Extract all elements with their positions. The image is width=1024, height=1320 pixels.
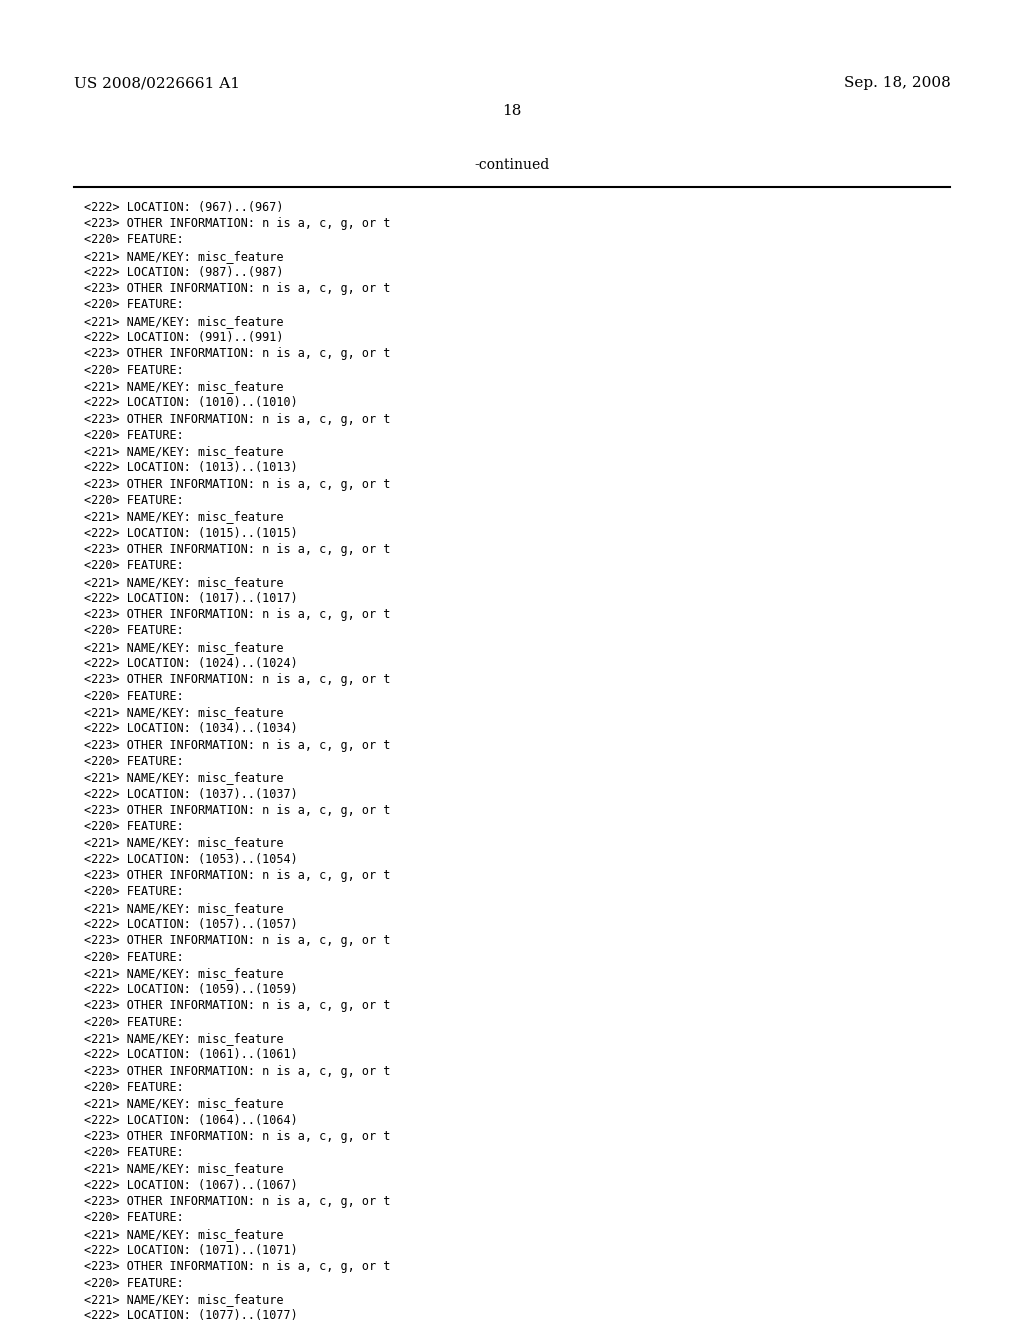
Text: <223> OTHER INFORMATION: n is a, c, g, or t: <223> OTHER INFORMATION: n is a, c, g, o… (84, 1065, 390, 1077)
Text: <223> OTHER INFORMATION: n is a, c, g, or t: <223> OTHER INFORMATION: n is a, c, g, o… (84, 1195, 390, 1208)
Text: <220> FEATURE:: <220> FEATURE: (84, 364, 183, 376)
Text: <222> LOCATION: (1010)..(1010): <222> LOCATION: (1010)..(1010) (84, 396, 298, 409)
Text: <222> LOCATION: (1059)..(1059): <222> LOCATION: (1059)..(1059) (84, 983, 298, 997)
Text: <223> OTHER INFORMATION: n is a, c, g, or t: <223> OTHER INFORMATION: n is a, c, g, o… (84, 739, 390, 751)
Text: <220> FEATURE:: <220> FEATURE: (84, 560, 183, 573)
Text: <223> OTHER INFORMATION: n is a, c, g, or t: <223> OTHER INFORMATION: n is a, c, g, o… (84, 869, 390, 882)
Text: <223> OTHER INFORMATION: n is a, c, g, or t: <223> OTHER INFORMATION: n is a, c, g, o… (84, 999, 390, 1012)
Text: <222> LOCATION: (967)..(967): <222> LOCATION: (967)..(967) (84, 201, 284, 214)
Text: <222> LOCATION: (1053)..(1054): <222> LOCATION: (1053)..(1054) (84, 853, 298, 866)
Text: <223> OTHER INFORMATION: n is a, c, g, or t: <223> OTHER INFORMATION: n is a, c, g, o… (84, 1130, 390, 1143)
Text: <223> OTHER INFORMATION: n is a, c, g, or t: <223> OTHER INFORMATION: n is a, c, g, o… (84, 543, 390, 556)
Text: <221> NAME/KEY: misc_feature: <221> NAME/KEY: misc_feature (84, 445, 284, 458)
Text: <222> LOCATION: (1024)..(1024): <222> LOCATION: (1024)..(1024) (84, 657, 298, 671)
Text: <220> FEATURE:: <220> FEATURE: (84, 1212, 183, 1225)
Text: <221> NAME/KEY: misc_feature: <221> NAME/KEY: misc_feature (84, 640, 284, 653)
Text: <220> FEATURE:: <220> FEATURE: (84, 755, 183, 768)
Text: <220> FEATURE:: <220> FEATURE: (84, 886, 183, 899)
Text: <220> FEATURE:: <220> FEATURE: (84, 689, 183, 702)
Text: <221> NAME/KEY: misc_feature: <221> NAME/KEY: misc_feature (84, 380, 284, 393)
Text: <222> LOCATION: (1071)..(1071): <222> LOCATION: (1071)..(1071) (84, 1243, 298, 1257)
Text: <223> OTHER INFORMATION: n is a, c, g, or t: <223> OTHER INFORMATION: n is a, c, g, o… (84, 673, 390, 686)
Text: <221> NAME/KEY: misc_feature: <221> NAME/KEY: misc_feature (84, 837, 284, 849)
Text: Sep. 18, 2008: Sep. 18, 2008 (844, 77, 950, 90)
Text: <220> FEATURE:: <220> FEATURE: (84, 1081, 183, 1094)
Text: <221> NAME/KEY: misc_feature: <221> NAME/KEY: misc_feature (84, 1032, 284, 1045)
Text: <222> LOCATION: (1061)..(1061): <222> LOCATION: (1061)..(1061) (84, 1048, 298, 1061)
Text: <220> FEATURE:: <220> FEATURE: (84, 1146, 183, 1159)
Text: <222> LOCATION: (1057)..(1057): <222> LOCATION: (1057)..(1057) (84, 917, 298, 931)
Text: <223> OTHER INFORMATION: n is a, c, g, or t: <223> OTHER INFORMATION: n is a, c, g, o… (84, 609, 390, 622)
Text: <221> NAME/KEY: misc_feature: <221> NAME/KEY: misc_feature (84, 966, 284, 979)
Text: <223> OTHER INFORMATION: n is a, c, g, or t: <223> OTHER INFORMATION: n is a, c, g, o… (84, 935, 390, 948)
Text: <221> NAME/KEY: misc_feature: <221> NAME/KEY: misc_feature (84, 576, 284, 589)
Text: <220> FEATURE:: <220> FEATURE: (84, 820, 183, 833)
Text: <220> FEATURE:: <220> FEATURE: (84, 234, 183, 247)
Text: <221> NAME/KEY: misc_feature: <221> NAME/KEY: misc_feature (84, 249, 284, 263)
Text: <221> NAME/KEY: misc_feature: <221> NAME/KEY: misc_feature (84, 706, 284, 719)
Text: <222> LOCATION: (1013)..(1013): <222> LOCATION: (1013)..(1013) (84, 462, 298, 474)
Text: <222> LOCATION: (1067)..(1067): <222> LOCATION: (1067)..(1067) (84, 1179, 298, 1192)
Text: <220> FEATURE:: <220> FEATURE: (84, 429, 183, 442)
Text: <222> LOCATION: (987)..(987): <222> LOCATION: (987)..(987) (84, 265, 284, 279)
Text: <222> LOCATION: (1064)..(1064): <222> LOCATION: (1064)..(1064) (84, 1114, 298, 1126)
Text: <222> LOCATION: (1037)..(1037): <222> LOCATION: (1037)..(1037) (84, 788, 298, 800)
Text: <221> NAME/KEY: misc_feature: <221> NAME/KEY: misc_feature (84, 511, 284, 523)
Text: <222> LOCATION: (1015)..(1015): <222> LOCATION: (1015)..(1015) (84, 527, 298, 540)
Text: <222> LOCATION: (1034)..(1034): <222> LOCATION: (1034)..(1034) (84, 722, 298, 735)
Text: <223> OTHER INFORMATION: n is a, c, g, or t: <223> OTHER INFORMATION: n is a, c, g, o… (84, 804, 390, 817)
Text: <221> NAME/KEY: misc_feature: <221> NAME/KEY: misc_feature (84, 902, 284, 915)
Text: <223> OTHER INFORMATION: n is a, c, g, or t: <223> OTHER INFORMATION: n is a, c, g, o… (84, 1261, 390, 1274)
Text: <220> FEATURE:: <220> FEATURE: (84, 950, 183, 964)
Text: <221> NAME/KEY: misc_feature: <221> NAME/KEY: misc_feature (84, 1292, 284, 1305)
Text: <222> LOCATION: (1017)..(1017): <222> LOCATION: (1017)..(1017) (84, 591, 298, 605)
Text: <220> FEATURE:: <220> FEATURE: (84, 624, 183, 638)
Text: <221> NAME/KEY: misc_feature: <221> NAME/KEY: misc_feature (84, 1228, 284, 1241)
Text: <223> OTHER INFORMATION: n is a, c, g, or t: <223> OTHER INFORMATION: n is a, c, g, o… (84, 347, 390, 360)
Text: <221> NAME/KEY: misc_feature: <221> NAME/KEY: misc_feature (84, 314, 284, 327)
Text: <221> NAME/KEY: misc_feature: <221> NAME/KEY: misc_feature (84, 771, 284, 784)
Text: <223> OTHER INFORMATION: n is a, c, g, or t: <223> OTHER INFORMATION: n is a, c, g, o… (84, 413, 390, 425)
Text: <220> FEATURE:: <220> FEATURE: (84, 1016, 183, 1028)
Text: <223> OTHER INFORMATION: n is a, c, g, or t: <223> OTHER INFORMATION: n is a, c, g, o… (84, 478, 390, 491)
Text: -continued: -continued (474, 158, 550, 172)
Text: 18: 18 (503, 104, 521, 117)
Text: <223> OTHER INFORMATION: n is a, c, g, or t: <223> OTHER INFORMATION: n is a, c, g, o… (84, 282, 390, 296)
Text: <221> NAME/KEY: misc_feature: <221> NAME/KEY: misc_feature (84, 1163, 284, 1175)
Text: <222> LOCATION: (1077)..(1077): <222> LOCATION: (1077)..(1077) (84, 1309, 298, 1320)
Text: <223> OTHER INFORMATION: n is a, c, g, or t: <223> OTHER INFORMATION: n is a, c, g, o… (84, 216, 390, 230)
Text: <220> FEATURE:: <220> FEATURE: (84, 494, 183, 507)
Text: <221> NAME/KEY: misc_feature: <221> NAME/KEY: misc_feature (84, 1097, 284, 1110)
Text: <220> FEATURE:: <220> FEATURE: (84, 298, 183, 312)
Text: US 2008/0226661 A1: US 2008/0226661 A1 (74, 77, 240, 90)
Text: <220> FEATURE:: <220> FEATURE: (84, 1276, 183, 1290)
Text: <222> LOCATION: (991)..(991): <222> LOCATION: (991)..(991) (84, 331, 284, 345)
